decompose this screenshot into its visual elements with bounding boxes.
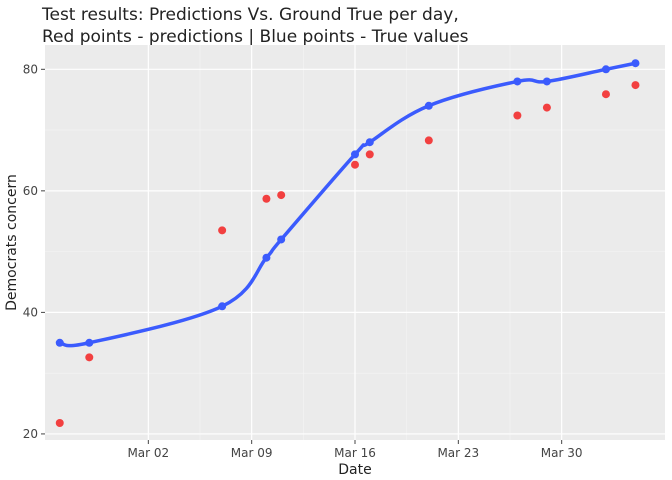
data-point: [218, 302, 227, 311]
x-tick-label: Mar 23: [437, 446, 479, 460]
data-point: [513, 77, 522, 86]
data-point: [351, 150, 359, 159]
data-point: [218, 226, 227, 235]
data-point: [277, 191, 286, 200]
chart-title-line-2: Red points - predictions | Blue points -…: [42, 27, 469, 47]
x-axis-title: Date: [338, 462, 371, 478]
data-point: [262, 194, 271, 203]
x-tick-label: Mar 30: [541, 446, 583, 460]
data-point: [351, 160, 359, 169]
y-tick-label: 80: [23, 62, 38, 76]
x-tick-label: Mar 02: [127, 446, 169, 460]
data-point: [601, 90, 610, 99]
data-point: [85, 353, 94, 362]
x-tick-label: Mar 09: [231, 446, 273, 460]
data-point: [55, 338, 64, 347]
data-point: [55, 418, 64, 427]
y-axis-title: Democrats concern: [4, 174, 20, 311]
data-point: [262, 253, 271, 262]
data-point: [513, 111, 522, 120]
y-tick-label: 20: [23, 427, 38, 441]
data-point: [424, 136, 433, 145]
chart-title: Test results: Predictions Vs. Ground Tru…: [42, 4, 469, 48]
data-point: [631, 81, 640, 90]
y-tick-label: 40: [23, 305, 38, 319]
series-2: [55, 81, 640, 427]
chart-title-line-1: Test results: Predictions Vs. Ground Tru…: [42, 5, 459, 25]
data-point: [365, 150, 374, 159]
x-tick-label: Mar 16: [334, 446, 376, 460]
data-point: [601, 65, 610, 74]
y-axis-ticks: 20 40 60 80: [23, 62, 45, 441]
data-point: [542, 103, 551, 112]
series-1: [55, 59, 640, 348]
data-point: [277, 235, 286, 244]
data-point: [542, 77, 551, 86]
series-layer: [55, 59, 640, 427]
data-point: [365, 138, 374, 147]
y-tick-label: 60: [23, 184, 38, 198]
x-axis-ticks: Mar 02 Mar 09 Mar 16 Mar 23 Mar 30: [127, 440, 583, 460]
data-point: [631, 59, 640, 68]
grid-lines: [45, 45, 665, 440]
data-point: [85, 338, 94, 347]
data-point: [424, 101, 433, 110]
